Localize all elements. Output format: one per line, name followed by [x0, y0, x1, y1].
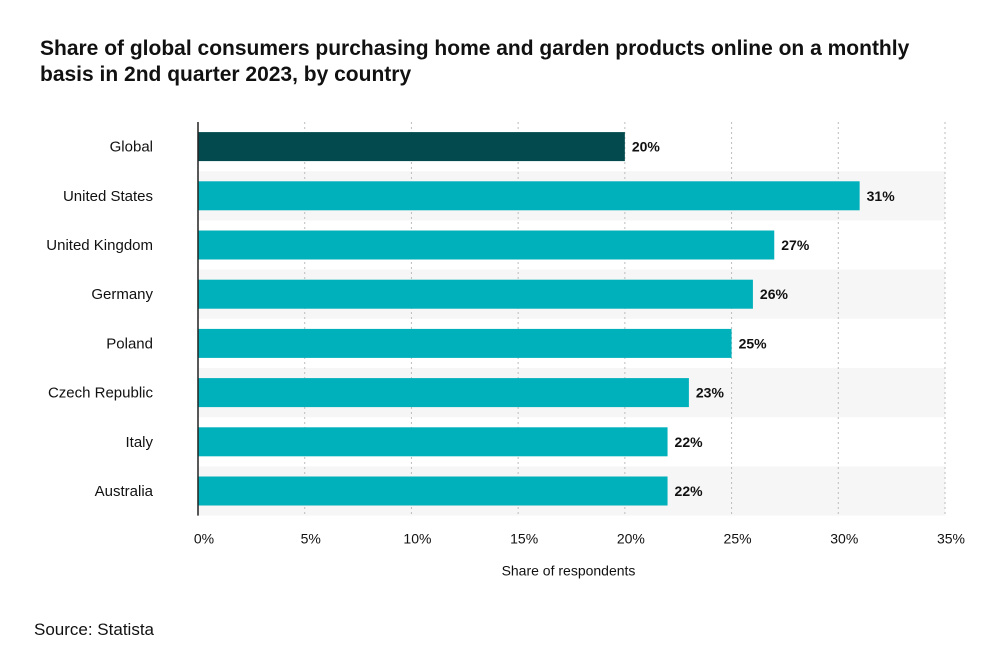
value-label: 31%: [867, 188, 896, 204]
bar: [198, 476, 668, 506]
category-label: Australia: [95, 483, 154, 500]
x-tick-label: 30%: [830, 531, 858, 547]
x-tick-label: 0%: [194, 531, 214, 547]
category-label: United States: [63, 188, 153, 205]
x-tick-label: 20%: [617, 531, 645, 547]
value-label: 25%: [739, 335, 768, 351]
bar: [198, 132, 625, 162]
bar: [198, 230, 775, 260]
bar: [198, 181, 860, 211]
value-label: 22%: [675, 483, 704, 499]
value-label: 22%: [675, 434, 704, 450]
chart-title: Share of global consumers purchasing hom…: [40, 37, 910, 86]
category-labels: Global United States United Kingdom Germany…: [46, 139, 153, 500]
category-label: United Kingdom: [46, 237, 153, 254]
value-label: 26%: [760, 286, 789, 302]
category-label: Poland: [106, 335, 153, 352]
bars: [198, 132, 860, 506]
bar: [198, 279, 753, 309]
x-tick-label: 5%: [301, 531, 321, 547]
category-label: Czech Republic: [48, 385, 154, 402]
value-labels: 20% 31% 27% 26% 25% 23% 22% 22%: [632, 139, 895, 499]
x-tick-labels: 0% 5% 10% 15% 20% 25% 30% 35%: [194, 531, 965, 547]
bar: [198, 427, 668, 457]
x-tick-label: 35%: [937, 531, 965, 547]
x-tick-label: 15%: [510, 531, 538, 547]
value-label: 20%: [632, 139, 661, 155]
bar: [198, 378, 689, 408]
category-label: Italy: [125, 434, 153, 451]
x-tick-label: 25%: [724, 531, 752, 547]
source-note: Source: Statista: [34, 620, 155, 639]
value-label: 23%: [696, 385, 725, 401]
x-axis-title: Share of respondents: [502, 563, 636, 579]
category-label: Global: [110, 139, 153, 156]
bar: [198, 328, 732, 358]
value-label: 27%: [781, 237, 810, 253]
x-tick-label: 10%: [403, 531, 431, 547]
category-label: Germany: [91, 286, 153, 303]
